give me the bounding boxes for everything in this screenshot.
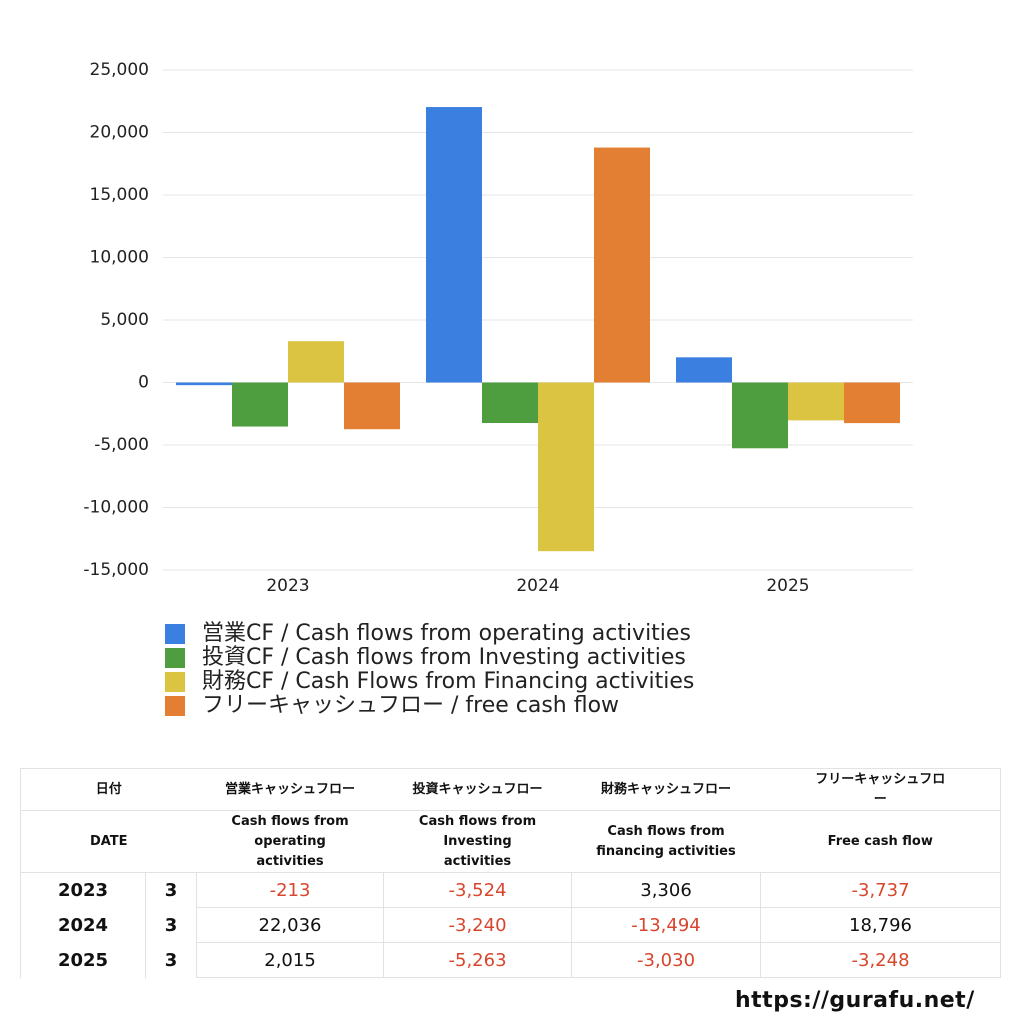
y-tick-label: 15,000 [90, 185, 149, 205]
data-row: 2023 3 -213 -3,524 3,306 -3,737 [20, 872, 1002, 908]
header-cell: DATE [19, 810, 197, 873]
y-tick-label: 10,000 [90, 248, 149, 268]
y-tick-label: 20,000 [90, 123, 149, 143]
table-cell: -3,737 [760, 872, 1002, 908]
header-cell: 投資キャッシュフロー [383, 768, 572, 811]
header-cell: 日付 [19, 768, 197, 811]
table-cell: -3,524 [383, 872, 573, 908]
header-cell: フリーキャッシュフロー [760, 768, 1002, 811]
header-text: 財務キャッシュフロー [601, 781, 732, 797]
y-tick-label: 5,000 [100, 310, 149, 330]
chart: -15,000 -10,000 -5,000 0 5,000 10,000 15,000 20… [83, 60, 913, 718]
row-key: 2024 [20, 907, 146, 943]
header-cell: Cash flows from financing activities [571, 810, 761, 873]
bar [176, 382, 232, 386]
row-key: 3 [144, 942, 198, 978]
legend-swatch [165, 624, 185, 644]
bar [538, 382, 594, 552]
header-text: Free cash flow [827, 833, 933, 849]
legend-swatch [165, 696, 185, 716]
table-cell: 3,306 [571, 872, 762, 908]
legend-label: 営業CF / Cash flows from operating activit… [202, 621, 691, 646]
data-table: 日付 営業キャッシュフロー 投資キャッシュフロー 財務キャッシュフロー フリーキャッシュ… [19, 768, 1002, 978]
header-cell: Free cash flow [760, 810, 1002, 873]
bar [788, 382, 844, 421]
row-key: 2025 [20, 942, 146, 978]
bar [732, 382, 788, 449]
header-text: DATE [89, 833, 128, 849]
table-cell: 18,796 [760, 907, 1002, 943]
bar [594, 147, 650, 383]
header-cell: Cash flows from operating activities [196, 810, 384, 873]
data-row: 2024 3 22,036 -3,240 -13,494 18,796 [20, 907, 1002, 943]
data-row: 2025 3 2,015 -5,263 -3,030 -3,248 [20, 942, 1002, 978]
y-tick-label: -5,000 [94, 435, 149, 455]
header-text: 営業キャッシュフロー [225, 781, 356, 797]
legend-label: 財務CF / Cash Flows from Financing activit… [202, 669, 694, 694]
bar [482, 382, 538, 423]
header-text: 投資キャッシュフロー [412, 781, 543, 797]
legend-label: フリーキャッシュフロー / free cash flow [202, 693, 619, 718]
bar [232, 382, 288, 427]
bar [676, 357, 732, 383]
row-key: 3 [144, 872, 198, 908]
header-text: 日付 [95, 781, 122, 797]
site-url: https://gurafu.net/ [735, 988, 975, 1013]
y-tick-label: -10,000 [83, 498, 149, 518]
bar [344, 382, 400, 430]
table-cell: -3,248 [760, 942, 1002, 978]
table-cell: 22,036 [196, 907, 385, 943]
header-text: Cash flows from financing activities [596, 823, 736, 859]
header-cell: 財務キャッシュフロー [571, 768, 761, 811]
header-cell: Cash flows from Investing activities [383, 810, 572, 873]
table-cell: 2,015 [196, 942, 385, 978]
bar [288, 341, 344, 383]
x-tick-label: 2023 [266, 576, 309, 596]
x-tick-label: 2025 [766, 576, 809, 596]
bar [426, 107, 482, 383]
table-cell: -13,494 [571, 907, 762, 943]
header-text: フリーキャッシュフロー [815, 771, 946, 807]
row-key: 3 [144, 907, 198, 943]
legend-swatch [165, 672, 185, 692]
header-row: DATE Cash flows from operating activities… [19, 810, 1002, 873]
bar [844, 382, 900, 424]
header-row: 日付 営業キャッシュフロー 投資キャッシュフロー 財務キャッシュフロー フリーキャッシュ… [19, 768, 1002, 811]
header-cell: 営業キャッシュフロー [196, 768, 384, 811]
legend-swatch [165, 648, 185, 668]
table-cell: -3,030 [571, 942, 762, 978]
header-text: Cash flows from operating activities [231, 813, 349, 869]
table-cell: -5,263 [383, 942, 573, 978]
y-tick-label: 25,000 [90, 60, 149, 80]
header-text: Cash flows from Investing activities [418, 813, 537, 869]
table-cell: -213 [196, 872, 385, 908]
y-tick-label: 0 [138, 373, 149, 393]
y-tick-label: -15,000 [83, 560, 149, 580]
row-key: 2023 [20, 872, 146, 908]
legend-label: 投資CF / Cash flows from Investing activit… [202, 645, 686, 670]
x-tick-label: 2024 [516, 576, 559, 596]
table-cell: -3,240 [383, 907, 573, 943]
